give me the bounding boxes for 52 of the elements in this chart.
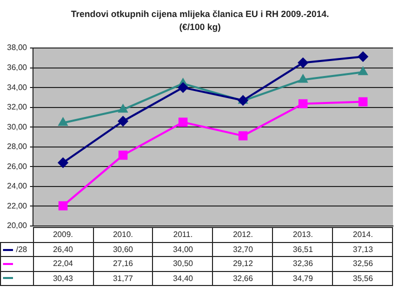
x-tick-label: 2013. [272,228,333,242]
y-tick-label: 32,00 [6,102,28,112]
chart-title: Trendovi otkupnih cijena mlijeka članica EU i RH 2009.-2014. [70,9,330,19]
point [118,116,128,126]
point [358,97,368,106]
x-tick-label: 2009. [33,228,93,242]
y-tick-label: 30,00 [6,122,28,132]
x-tick-label: 2012. [212,228,273,242]
data-label: 27,16 [93,256,153,271]
point [238,131,248,140]
data-label: 32,36 [272,256,333,271]
point [58,118,68,126]
point [118,104,128,113]
data-label: 32,56 [332,256,393,271]
data-label: 34,00 [152,242,213,256]
data-label: 29,12 [212,256,273,271]
point [358,67,368,76]
point [298,58,308,68]
point [118,150,128,160]
x-tick-label: 2010. [93,228,153,242]
data-label: 31,77 [93,271,153,286]
chart-subtitle: (€/100 kg) [178,22,222,32]
point [298,99,308,108]
point [358,52,368,62]
data-label: 30,50 [152,256,213,271]
x-tick-label: 2014. [332,228,393,242]
data-label: 32,70 [212,242,273,256]
point [178,118,188,127]
point [58,201,68,210]
y-tick-label: 26,00 [6,162,28,171]
data-label: 37,13 [332,242,393,256]
y-tick-label: 24,00 [6,182,28,191]
data-label: 26,40 [33,242,93,256]
data-label: 34,40 [152,271,213,286]
y-tick-label: 20,00 [6,221,28,230]
y-tick-label: 34,00 [6,82,28,92]
data-label: 30,43 [33,271,93,286]
y-tick-label: 22,00 [6,201,28,210]
point [58,158,68,168]
data-label: 34,79 [272,271,333,286]
y-tick-label: 38,00 [6,43,28,52]
data-label: 30,60 [93,242,153,256]
point [298,74,308,83]
data-label: 35,56 [332,271,393,286]
data-label: 32,66 [212,271,273,286]
data-label: 22,04 [33,256,93,271]
x-tick-label: 2011. [152,228,213,242]
legend-label: /28 [0,242,34,256]
data-label: 36,51 [272,242,333,256]
point [178,82,188,93]
y-tick-label: 36,00 [6,62,28,72]
y-tick-label: 28,00 [6,142,28,152]
